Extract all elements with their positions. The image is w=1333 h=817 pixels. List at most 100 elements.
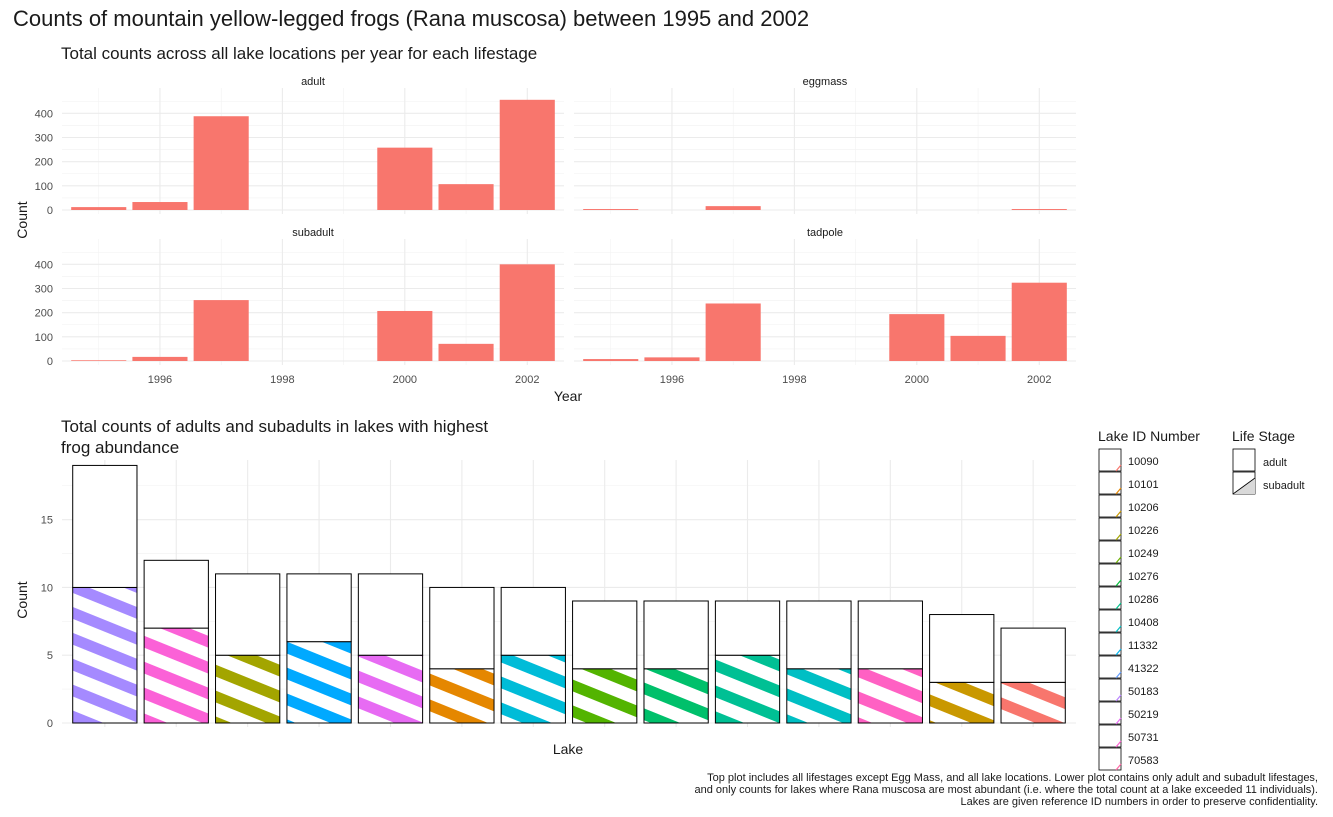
legend-lake-label: 10226	[1128, 525, 1159, 537]
y-tick-label: 0	[47, 718, 53, 730]
bar-adult	[1000, 627, 1066, 683]
facet-label: subadult	[292, 227, 334, 239]
bar	[705, 206, 761, 210]
legend-key-stripe	[1115, 763, 1122, 771]
x-tick-label: 1996	[148, 374, 172, 386]
bar-subadult	[357, 654, 424, 724]
legend-title-lake: Lake ID Number	[1098, 428, 1200, 444]
bar-subadult	[215, 654, 281, 724]
chart-title: Counts of mountain yellow-legged frogs (…	[13, 6, 810, 31]
legend-key-stripe	[1115, 510, 1122, 518]
legend-key	[1098, 494, 1122, 518]
legend-key-stripe	[1115, 625, 1122, 633]
bar	[1011, 282, 1067, 361]
bar	[644, 357, 700, 361]
bottom-chart-subtitle: Total counts of adults and subadults in …	[61, 417, 489, 457]
legend-key	[1098, 724, 1122, 748]
x-tick-label: 2002	[1027, 374, 1051, 386]
bar-adult	[72, 464, 138, 588]
bar	[377, 147, 433, 210]
x-tick-label: 1998	[270, 374, 294, 386]
y-tick-label: 10	[41, 582, 53, 594]
legend-key	[1098, 540, 1122, 564]
bar-subadult	[286, 641, 352, 724]
figure-caption: Top plot includes all lifestages except …	[694, 772, 1319, 808]
bar-subadult	[643, 668, 709, 724]
y-tick-label: 300	[35, 284, 53, 296]
y-tick-label: 200	[35, 308, 53, 320]
bar	[71, 207, 127, 210]
legend-lake-label: 50219	[1128, 709, 1159, 721]
bar	[1011, 209, 1067, 210]
y-axis-label: Count	[14, 201, 30, 238]
legend-key	[1098, 448, 1122, 472]
legend-lake-label: 10286	[1128, 594, 1159, 606]
top-faceted-bar-chart: adult 0 100 200 300 400 eggmass subadult 0 100 200…	[14, 76, 1076, 404]
bar-adult	[286, 573, 352, 643]
bar	[705, 303, 761, 361]
legend-lake-label: 10249	[1128, 548, 1159, 560]
y-tick-label: 0	[47, 205, 53, 217]
legend-key-stripe	[1115, 487, 1122, 495]
y-tick-label: 100	[35, 181, 53, 193]
bar-adult	[429, 586, 495, 670]
legend-key-subadult-line	[1232, 477, 1256, 495]
legend-key-stripe	[1115, 533, 1122, 541]
y-tick-label: 400	[35, 108, 53, 120]
legend-lake-label: 50731	[1128, 732, 1159, 744]
y-tick-label: 0	[47, 356, 53, 368]
legend-key	[1098, 563, 1122, 587]
bar	[583, 209, 639, 210]
legend-key-stripe	[1115, 671, 1122, 679]
bar-adult	[786, 600, 852, 670]
legend-title-stage: Life Stage	[1232, 428, 1295, 444]
bar-subadult	[572, 668, 638, 724]
legend-key-stripe	[1115, 694, 1122, 702]
legend-lake-label: 50183	[1128, 686, 1159, 698]
bar	[438, 343, 494, 361]
y-axis-label: Count	[14, 581, 30, 618]
legend-lake-label: 10101	[1128, 479, 1159, 491]
bar-subadult	[1000, 681, 1066, 724]
legend: Lake ID Number Life Stage 10090 10101 10206 1…	[1098, 428, 1305, 771]
legend-key	[1098, 517, 1122, 541]
bar-subadult	[500, 654, 566, 724]
legend-lake-label: 10090	[1128, 456, 1159, 468]
bar	[193, 300, 249, 361]
facet-label: tadpole	[807, 227, 843, 239]
bar-adult	[929, 614, 995, 683]
legend-lake-label: 41322	[1128, 663, 1159, 675]
bar	[132, 356, 188, 361]
bar-adult	[500, 586, 566, 656]
bar	[889, 314, 945, 361]
facet-label: adult	[301, 76, 325, 88]
bar	[132, 202, 188, 210]
legend-key-stripe	[1115, 602, 1122, 610]
bar-subadult	[929, 681, 995, 724]
x-tick-label: 2002	[515, 374, 539, 386]
bottom-stacked-bar-chart: 0 5 10 15 Lake Count	[14, 460, 1076, 757]
bar-adult	[357, 573, 424, 656]
bar-subadult	[72, 586, 138, 724]
legend-key-stripe	[1115, 740, 1122, 748]
legend-stage-label: subadult	[1263, 480, 1305, 492]
bar	[950, 335, 1006, 361]
x-axis-label: Lake	[553, 741, 584, 757]
legend-key-stripe	[1115, 648, 1122, 656]
bar-subadult	[786, 668, 852, 724]
legend-key-adult	[1232, 448, 1256, 472]
bar-adult	[714, 600, 781, 656]
y-tick-label: 200	[35, 157, 53, 169]
bar	[377, 310, 433, 361]
y-tick-label: 15	[41, 515, 53, 527]
y-tick-label: 5	[47, 650, 53, 662]
bar	[438, 184, 494, 210]
legend-key	[1098, 471, 1122, 495]
x-tick-label: 2000	[905, 374, 929, 386]
bar-subadult	[429, 668, 495, 724]
legend-lake-label: 10408	[1128, 617, 1159, 629]
bar	[583, 359, 639, 361]
y-tick-label: 300	[35, 133, 53, 145]
bar	[71, 360, 127, 361]
legend-key	[1098, 655, 1122, 679]
